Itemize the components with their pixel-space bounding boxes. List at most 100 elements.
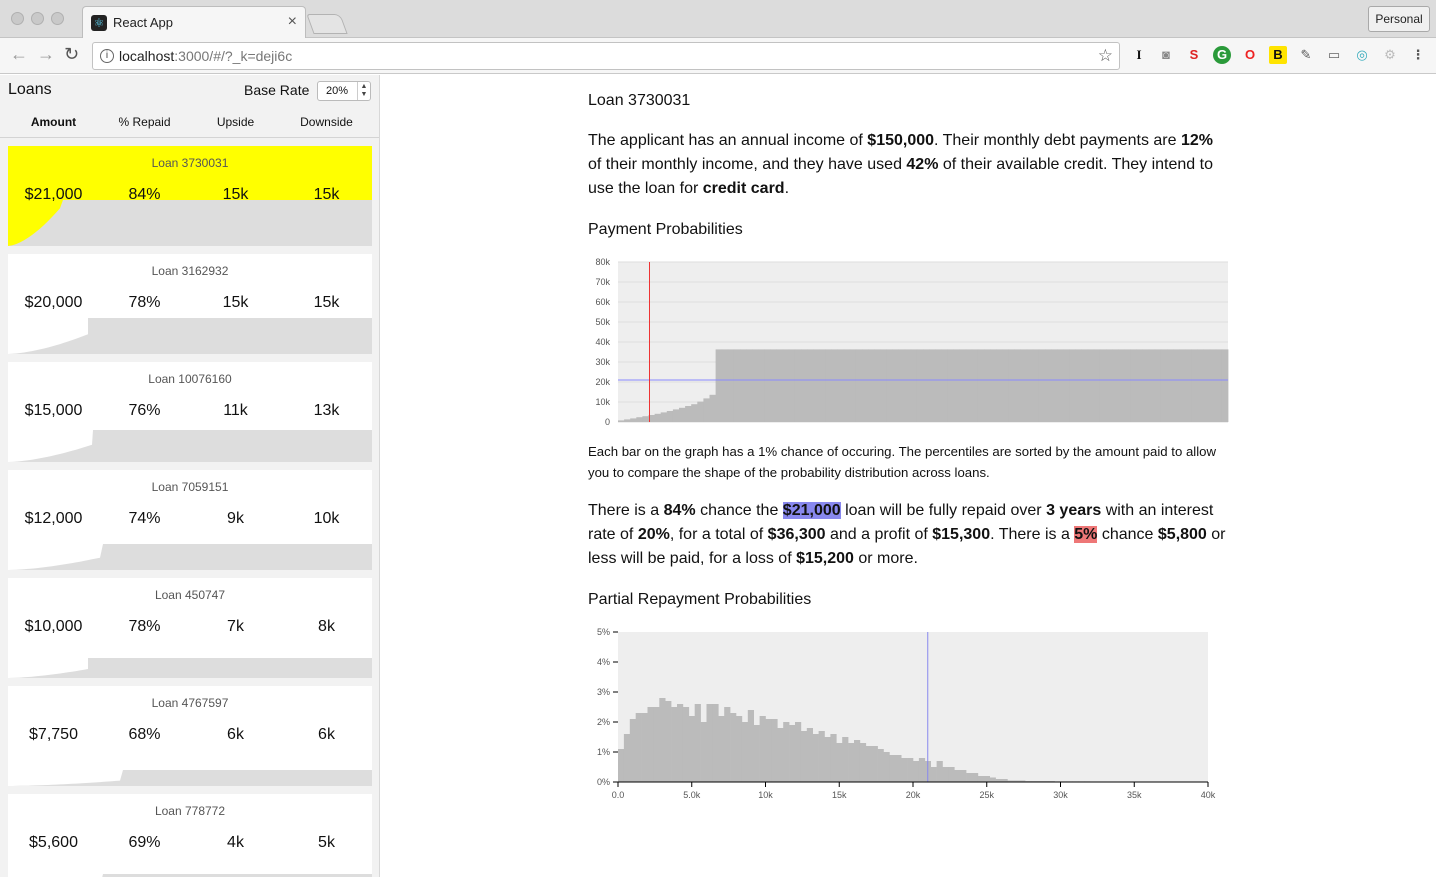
percentile-bar: [1051, 349, 1058, 422]
loan-amount: $10,000: [24, 618, 83, 635]
percentile-bar: [770, 349, 777, 422]
camera-icon[interactable]: ◙: [1162, 47, 1170, 62]
y-tick-label: 0: [605, 417, 610, 427]
new-tab-button[interactable]: [306, 14, 348, 34]
percentile-bar: [642, 416, 649, 422]
y-tick-label: 60k: [595, 297, 610, 307]
base-rate-select[interactable]: 20% ▲ ▼: [317, 81, 371, 101]
histogram-bar: [824, 737, 831, 782]
percentile-bar: [1087, 349, 1095, 422]
histogram-bar: [641, 713, 648, 782]
percentile-bar: [831, 349, 838, 422]
partial-repayment-chart: 0% 1% 2% 3% 4% 5% 0.0 5.0k 10k 15k 20k 25k 30k 35k 40k: [597, 627, 1216, 800]
menu-dots-icon[interactable]: ⋮: [1411, 47, 1425, 62]
s-extension-icon[interactable]: S: [1189, 47, 1199, 62]
histogram-bar: [848, 743, 855, 782]
percentile-bar: [868, 349, 875, 422]
percentile-bar: [1185, 349, 1192, 422]
histogram-bar: [836, 743, 843, 782]
grammarly-icon[interactable]: G: [1213, 46, 1231, 64]
percentile-bar: [1136, 349, 1143, 422]
loan-downside: 5k: [318, 834, 335, 851]
sparkline-area: [8, 658, 372, 678]
instapaper-icon[interactable]: I: [1136, 47, 1142, 62]
histogram-bar: [918, 758, 926, 782]
percentile-bar: [794, 349, 802, 422]
histogram-bar: [671, 707, 678, 782]
percentile-bar: [1106, 349, 1113, 422]
percentile-bar: [1081, 349, 1089, 422]
histogram-bar: [694, 704, 701, 782]
column-header-amount[interactable]: Amount: [30, 115, 77, 129]
minimize-window-button[interactable]: [31, 12, 44, 25]
histogram-bar: [795, 722, 802, 782]
address-bar[interactable]: i localhost:3000/#/?_k=deji6c ☆: [92, 42, 1120, 70]
percentile-bar: [733, 349, 741, 422]
sparkline-area: [8, 200, 372, 246]
zoom-window-button[interactable]: [51, 12, 64, 25]
loan-id: Loan 450747: [154, 588, 226, 602]
close-tab-icon[interactable]: ×: [287, 13, 297, 30]
loan-card[interactable]: Loan 10076160 $15,000 76% 11k 13k: [8, 362, 372, 462]
b-extension-icon[interactable]: B: [1269, 46, 1287, 64]
percentile-bar: [807, 349, 814, 422]
cast-icon[interactable]: ▭: [1327, 47, 1341, 62]
histogram-bar: [653, 707, 660, 782]
loan-card[interactable]: Loan 778772 $5,600 69% 4k 5k: [8, 794, 372, 877]
loan-downside: 6k: [318, 726, 335, 743]
histogram-bar: [995, 779, 1002, 782]
loan-card[interactable]: Loan 4767597 $7,750 68% 6k 6k: [8, 686, 372, 786]
histogram-bar: [789, 725, 796, 782]
percentile-bar: [660, 412, 668, 422]
histogram-bar: [741, 722, 749, 782]
back-arrow-icon[interactable]: ←: [10, 44, 28, 64]
gear-extension-icon[interactable]: ⚙: [1384, 47, 1396, 62]
percentile-bar: [941, 349, 948, 422]
column-header-downside[interactable]: Downside: [300, 115, 353, 129]
color-picker-icon[interactable]: ◎: [1356, 47, 1368, 62]
histogram-bar: [700, 722, 707, 782]
close-window-button[interactable]: [11, 12, 24, 25]
url-text[interactable]: localhost:3000/#/?_k=deji6c: [119, 48, 293, 64]
histogram-bar: [806, 728, 813, 782]
histogram-bar: [895, 755, 902, 782]
percentile-bar: [880, 349, 887, 422]
percentile-bar: [1026, 349, 1034, 422]
y-tick-label: 5%: [597, 627, 610, 637]
percentile-bar: [1142, 349, 1150, 422]
loan-card[interactable]: Loan 450747 $10,000 78% 7k 8k: [8, 578, 372, 678]
histogram-bar: [1013, 780, 1020, 782]
percentile-bar: [666, 411, 674, 422]
percentile-bar: [886, 349, 893, 422]
percentile-bar: [1112, 349, 1119, 422]
loan-card[interactable]: Loan 3162932 $20,000 78% 15k 15k: [8, 254, 372, 354]
histogram-bar: [759, 716, 766, 782]
percentile-bar: [1203, 349, 1211, 422]
info-icon[interactable]: i: [100, 49, 114, 63]
forward-arrow-icon[interactable]: →: [37, 44, 55, 64]
histogram-bar: [877, 749, 884, 782]
histogram-bar: [800, 731, 808, 782]
percentile-bar: [977, 349, 985, 422]
opera-icon[interactable]: O: [1244, 47, 1256, 62]
loan-downside: 10k: [313, 510, 340, 527]
pin-icon[interactable]: ✎: [1300, 47, 1312, 62]
profile-button[interactable]: Personal: [1368, 6, 1430, 32]
histogram-bar: [960, 770, 967, 782]
loan-upside: 15k: [222, 186, 249, 203]
column-header-repaid[interactable]: % Repaid: [118, 115, 171, 129]
histogram-bar: [665, 701, 672, 782]
loan-card[interactable]: Loan 7059151 $12,000 74% 9k 10k: [8, 470, 372, 570]
histogram-bar: [859, 743, 867, 782]
percentile-bar: [703, 398, 710, 422]
bookmark-star-icon[interactable]: ☆: [1097, 46, 1113, 65]
percentile-bar: [1020, 349, 1028, 422]
reload-icon[interactable]: ↻: [64, 44, 80, 64]
column-header-upside[interactable]: Upside: [216, 115, 255, 129]
browser-tab[interactable]: ⚛ React App ×: [82, 6, 306, 38]
loan-downside: 15k: [313, 294, 340, 311]
histogram-bar: [1001, 779, 1008, 782]
histogram-bar: [724, 707, 731, 782]
loan-card[interactable]: Loan 3730031 $21,000 84% 15k 15k: [8, 146, 372, 246]
y-tick-label: 10k: [595, 397, 610, 407]
